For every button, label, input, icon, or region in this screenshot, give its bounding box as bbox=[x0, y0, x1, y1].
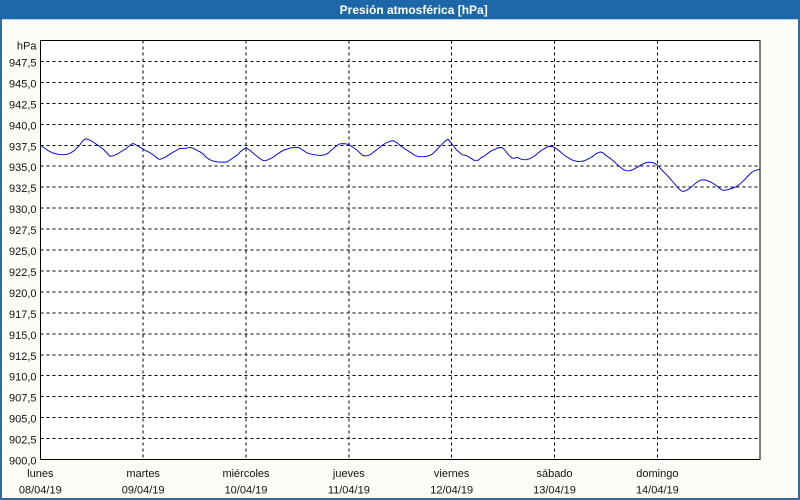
svg-text:930,0: 930,0 bbox=[9, 204, 37, 216]
svg-text:jueves: jueves bbox=[332, 468, 365, 480]
svg-text:935,0: 935,0 bbox=[9, 162, 37, 174]
svg-text:910,0: 910,0 bbox=[9, 372, 37, 384]
svg-text:13/04/19: 13/04/19 bbox=[533, 485, 576, 497]
svg-text:lunes: lunes bbox=[27, 468, 54, 480]
svg-text:940,0: 940,0 bbox=[9, 120, 37, 132]
svg-text:932,5: 932,5 bbox=[9, 183, 37, 195]
svg-text:martes: martes bbox=[126, 468, 160, 480]
svg-text:905,0: 905,0 bbox=[9, 414, 37, 426]
svg-text:942,5: 942,5 bbox=[9, 99, 37, 111]
svg-text:11/04/19: 11/04/19 bbox=[328, 485, 370, 497]
svg-text:miércoles: miércoles bbox=[222, 468, 270, 480]
svg-text:945,0: 945,0 bbox=[9, 78, 37, 90]
svg-text:925,0: 925,0 bbox=[9, 246, 37, 258]
svg-text:viernes: viernes bbox=[434, 468, 470, 480]
svg-text:sábado: sábado bbox=[536, 468, 572, 480]
svg-text:09/04/19: 09/04/19 bbox=[122, 485, 165, 497]
svg-text:14/04/19: 14/04/19 bbox=[636, 485, 679, 497]
svg-text:900,0: 900,0 bbox=[9, 456, 37, 468]
svg-text:907,5: 907,5 bbox=[9, 393, 37, 405]
svg-text:947,5: 947,5 bbox=[9, 57, 37, 69]
svg-text:912,5: 912,5 bbox=[9, 351, 37, 363]
svg-text:915,0: 915,0 bbox=[9, 330, 37, 342]
svg-text:922,5: 922,5 bbox=[9, 267, 37, 279]
svg-text:920,0: 920,0 bbox=[9, 288, 37, 300]
svg-text:917,5: 917,5 bbox=[9, 309, 37, 321]
svg-text:Presión atmosférica [hPa]: Presión atmosférica [hPa] bbox=[340, 3, 488, 17]
svg-text:927,5: 927,5 bbox=[9, 225, 37, 237]
svg-text:937,5: 937,5 bbox=[9, 141, 37, 153]
svg-text:hPa: hPa bbox=[17, 41, 37, 53]
svg-text:10/04/19: 10/04/19 bbox=[225, 485, 268, 497]
svg-text:12/04/19: 12/04/19 bbox=[430, 485, 473, 497]
svg-text:08/04/19: 08/04/19 bbox=[19, 485, 62, 497]
svg-text:902,5: 902,5 bbox=[9, 435, 37, 447]
svg-text:domingo: domingo bbox=[636, 468, 678, 480]
